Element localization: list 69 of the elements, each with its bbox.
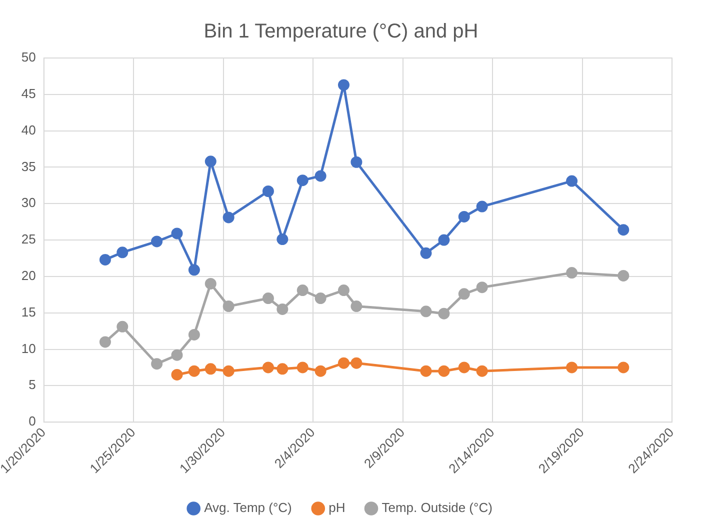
point bbox=[99, 336, 111, 348]
y-tick-label: 5 bbox=[28, 377, 36, 392]
point bbox=[338, 284, 350, 296]
point bbox=[476, 365, 488, 377]
point bbox=[222, 212, 234, 224]
y-tick-label: 40 bbox=[21, 122, 36, 138]
point bbox=[171, 228, 183, 240]
point bbox=[618, 270, 630, 282]
point bbox=[116, 246, 128, 258]
point bbox=[276, 363, 288, 375]
y-tick-label: 15 bbox=[21, 304, 36, 320]
y-tick-label: 45 bbox=[21, 86, 36, 101]
point bbox=[458, 288, 470, 300]
point bbox=[262, 186, 274, 197]
point bbox=[438, 234, 450, 246]
legend-label: Avg. Temp (°C) bbox=[204, 500, 292, 516]
point bbox=[476, 200, 488, 212]
point bbox=[350, 300, 362, 312]
point bbox=[171, 349, 183, 361]
point bbox=[566, 267, 578, 279]
point bbox=[458, 210, 470, 222]
point bbox=[151, 358, 163, 370]
y-tick-label: 0 bbox=[28, 414, 36, 429]
point bbox=[151, 236, 163, 248]
y-tick-label: 20 bbox=[21, 268, 36, 284]
y-tick-label: 50 bbox=[21, 50, 36, 65]
point bbox=[438, 308, 450, 320]
point bbox=[338, 79, 350, 91]
point bbox=[314, 365, 326, 377]
point bbox=[338, 357, 350, 369]
point bbox=[618, 362, 630, 374]
point bbox=[116, 320, 128, 332]
point bbox=[420, 306, 432, 318]
point bbox=[296, 174, 308, 186]
y-tick-label: 30 bbox=[21, 195, 36, 210]
point bbox=[458, 362, 470, 374]
point bbox=[314, 170, 326, 182]
point bbox=[420, 365, 432, 377]
point bbox=[204, 278, 216, 290]
point bbox=[276, 303, 288, 315]
point bbox=[296, 362, 308, 374]
y-tick-label: 35 bbox=[21, 158, 36, 174]
point bbox=[222, 365, 234, 377]
point bbox=[171, 368, 183, 380]
point bbox=[262, 362, 274, 374]
point bbox=[188, 365, 200, 377]
chart-title: Bin 1 Temperature (°C) and pH bbox=[204, 20, 478, 43]
point bbox=[438, 365, 450, 377]
y-tick-label: 10 bbox=[21, 340, 36, 356]
point bbox=[276, 234, 288, 246]
point bbox=[618, 224, 630, 236]
point bbox=[350, 357, 362, 369]
point bbox=[314, 292, 326, 304]
point bbox=[204, 363, 216, 375]
point bbox=[188, 328, 200, 340]
y-tick-label: 25 bbox=[21, 232, 36, 247]
point bbox=[222, 300, 234, 312]
point bbox=[99, 254, 111, 266]
point bbox=[296, 284, 308, 296]
legend-label: Temp. Outside (°C) bbox=[382, 500, 492, 516]
point bbox=[420, 247, 432, 259]
point bbox=[188, 264, 200, 276]
point bbox=[566, 175, 578, 187]
point bbox=[262, 292, 274, 304]
point bbox=[566, 362, 578, 374]
point bbox=[350, 156, 362, 168]
point bbox=[204, 156, 216, 168]
point bbox=[476, 282, 488, 294]
legend-label: pH bbox=[328, 500, 346, 516]
